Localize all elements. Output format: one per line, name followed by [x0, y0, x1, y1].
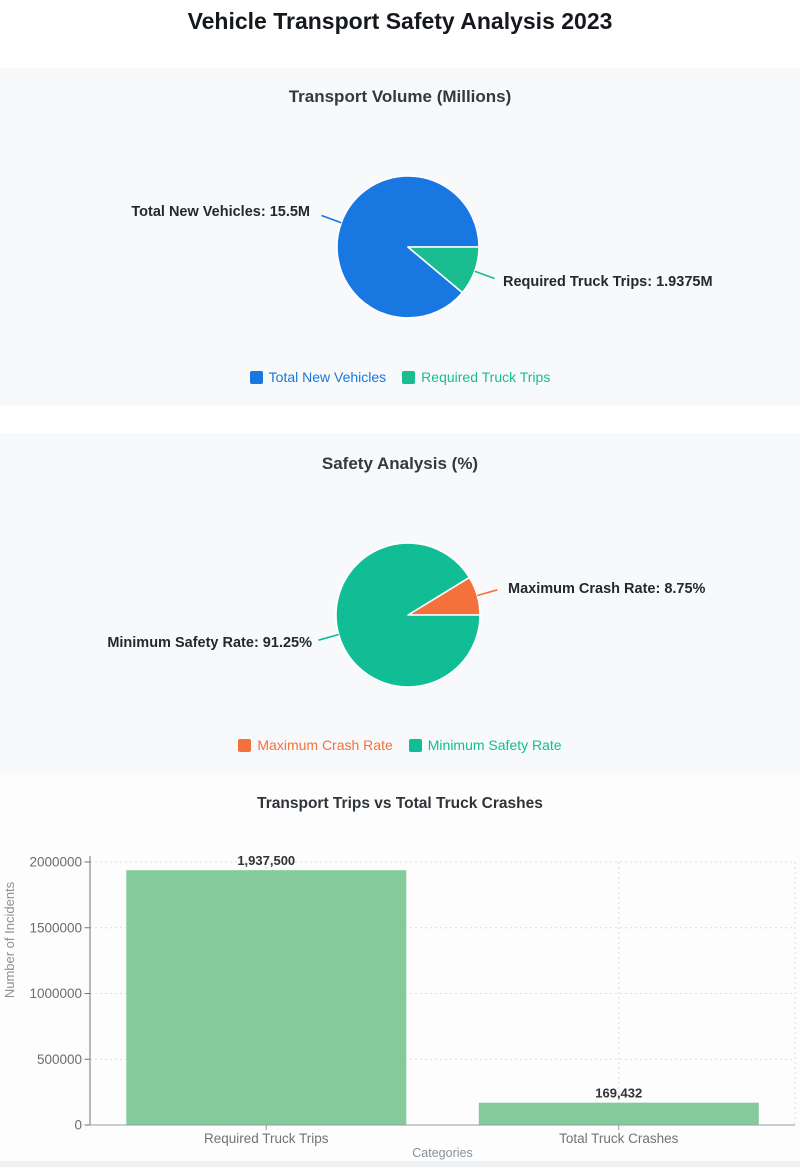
callout-maximum-crash-rate: Maximum Crash Rate: 8.75% — [508, 581, 706, 597]
y-tick-label: 500000 — [37, 1052, 82, 1067]
incidents-bar-chart: 1,937,500 169,432 0 500000 1000000 1500000 200… — [2, 853, 796, 1160]
callout-leader-maximum-crash-rate — [477, 589, 498, 597]
callout-leader-total-new-vehicles — [321, 214, 342, 224]
y-tick-label: 1500000 — [29, 920, 82, 935]
callout-leader-minimum-safety-rate — [318, 633, 339, 641]
legend-label-minimum-safety-rate: Minimum Safety Rate — [427, 737, 562, 753]
legend-label-total-new-vehicles: Total New Vehicles — [268, 369, 387, 385]
bar-value-label-required-truck-trips: 1,937,500 — [237, 853, 295, 868]
incidents-bar-title: Transport Trips vs Total Truck Crashes — [257, 795, 543, 812]
bar-total-truck-crashes[interactable] — [478, 1102, 759, 1125]
safety-analysis-pie-chart — [318, 542, 498, 688]
legend-label-required-truck-trips: Required Truck Trips — [421, 369, 551, 385]
incidents-bar-card: Transport Trips vs Total Truck Crashes 1… — [0, 775, 800, 1161]
transport-volume-card: Transport Volume (Millions) Total New Ve… — [0, 68, 800, 406]
callout-leader-required-truck-trips — [474, 270, 495, 280]
safety-analysis-legend: Maximum Crash Rate Minimum Safety Rate — [0, 737, 800, 753]
legend-swatch-maximum-crash-rate — [238, 738, 252, 752]
transport-volume-pie-chart — [321, 175, 495, 319]
callout-total-new-vehicles: Total New Vehicles: 15.5M — [131, 204, 310, 220]
callout-minimum-safety-rate: Minimum Safety Rate: 91.25% — [107, 635, 312, 651]
next-section-edge — [0, 1161, 800, 1167]
legend-item-total-new-vehicles[interactable]: Total New Vehicles — [249, 369, 387, 385]
bar-value-label-total-truck-crashes: 169,432 — [595, 1086, 642, 1101]
y-tick-label: 1000000 — [29, 986, 82, 1001]
x-tick-label-required-truck-trips: Required Truck Trips — [204, 1131, 329, 1146]
safety-analysis-card: Safety Analysis (%) Maximum Crash Rate: … — [0, 433, 800, 775]
page-title: Vehicle Transport Safety Analysis 2023 — [187, 8, 613, 34]
legend-swatch-required-truck-trips — [402, 370, 416, 384]
legend-swatch-minimum-safety-rate — [408, 738, 422, 752]
y-tick-label: 2000000 — [29, 855, 82, 870]
legend-item-required-truck-trips[interactable]: Required Truck Trips — [402, 369, 550, 385]
callout-required-truck-trips: Required Truck Trips: 1.9375M — [503, 274, 713, 290]
y-axis-title: Number of Incidents — [2, 881, 17, 998]
safety-analysis-title: Safety Analysis (%) — [321, 454, 479, 473]
x-axis-title: Categories — [412, 1146, 472, 1160]
y-tick-label: 0 — [74, 1118, 82, 1133]
legend-item-maximum-crash-rate[interactable]: Maximum Crash Rate — [238, 737, 393, 753]
bar-required-truck-trips[interactable] — [126, 870, 407, 1125]
pie-slice-minimum-safety-rate[interactable] — [335, 542, 481, 688]
legend-swatch-total-new-vehicles — [249, 370, 263, 384]
legend-label-maximum-crash-rate: Maximum Crash Rate — [257, 737, 393, 753]
legend-item-minimum-safety-rate[interactable]: Minimum Safety Rate — [408, 737, 562, 753]
x-tick-label-total-truck-crashes: Total Truck Crashes — [559, 1131, 679, 1146]
page-header: Vehicle Transport Safety Analysis 2023 — [0, 0, 800, 68]
transport-volume-title: Transport Volume (Millions) — [288, 87, 512, 106]
transport-volume-legend: Total New Vehicles Required Truck Trips — [0, 369, 800, 385]
